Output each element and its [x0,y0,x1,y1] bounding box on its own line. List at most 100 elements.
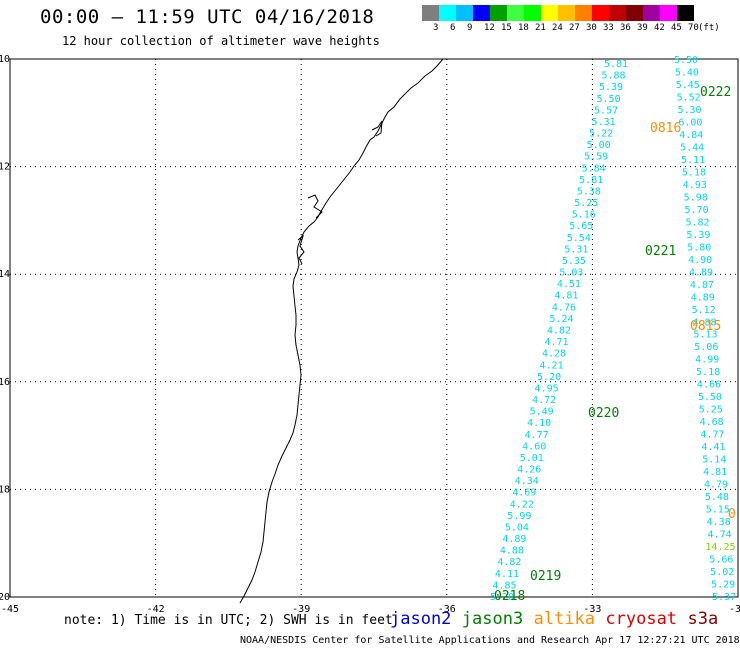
pass-label: 0222 [700,85,731,100]
legend-swatch [456,5,473,21]
track-west-value: 4.11 [495,569,519,580]
pass-label: 0816 [650,121,681,136]
pass-label: 0218 [494,589,525,604]
satellite-legend-cryosat: cryosat [605,609,678,629]
legend-swatch [439,5,456,21]
track-east-value: 5.15 [706,505,730,516]
pass-label: 0 [728,507,736,522]
track-west-value: 5.65 [569,221,593,232]
track-east-value: 5.12 [692,305,716,316]
track-west-value: 5.04 [505,522,529,533]
legend-swatch [677,5,694,21]
track-east-value: 5.29 [711,580,735,591]
legend-swatch [473,5,490,21]
legend-swatch [490,5,507,21]
track-west-value: 4.60 [522,441,546,452]
track-east-value: 5.18 [696,367,720,378]
pass-label: 0220 [588,406,619,421]
track-west-value: 5.99 [507,511,531,522]
track-east-value: 5.14 [702,455,726,466]
track-east-value: 5.70 [685,205,709,216]
legend-swatch [609,5,626,21]
footer-note: note: 1) Time is in UTC; 2) SWH is in fe… [64,613,393,628]
track-west-value: 5.20 [490,592,514,603]
satellite-legend-s3a: s3a [687,609,719,629]
track-west-value: 5.54 [567,233,591,244]
track-east-value: 5.52 [677,92,701,103]
track-east-value: 5.13 [693,330,717,341]
track-west-value: 4.51 [557,279,581,290]
track-east-value: 5.44 [680,142,704,153]
legend-swatch [422,5,439,21]
legend-label: 70 [688,23,699,33]
track-east-value: 4.77 [700,430,724,441]
satellite-legend-altika: altika [533,609,596,629]
track-east-value: 14.25 [705,542,735,553]
track-west-value: 4.81 [554,291,578,302]
legend-label: 6 [450,23,456,33]
legend-label: (ft) [698,23,720,33]
track-east-value: 5.50 [674,55,698,66]
lon-tick-label: -42 [147,604,165,615]
pass-label: 0221 [645,244,676,259]
track-east-value: 5.11 [681,155,705,166]
track-west-value: 4.89 [502,534,526,545]
legend-label: 27 [569,23,580,33]
track-west-value: 4.21 [540,360,564,371]
track-east-value: 5.06 [694,342,718,353]
legend-label: 30 [586,23,597,33]
color-legend-labels: 3 6 9 12 15 18 21 24 27 30 33 36 39 42 45 70 (ft) [422,23,740,35]
track-east-value: 4.88 [693,317,717,328]
track-east-value: 5.25 [699,405,723,416]
track-west-value: 5.81 [579,175,603,186]
track-west-value: 4.72 [532,395,556,406]
track-west-value: 4.34 [515,476,539,487]
track-east-value: 4.90 [688,255,712,266]
track-east-value: 4.99 [695,355,719,366]
lon-tick-label: -39 [292,604,310,615]
legend-label: 36 [620,23,631,33]
legend-label: 9 [467,23,473,33]
track-east-value: 5.18 [682,167,706,178]
track-west-value: 4.28 [542,349,566,360]
track-east-value: 5.45 [676,80,700,91]
track-east-value: 4.68 [700,417,724,428]
track-west-value: 5.31 [592,117,616,128]
legend-swatch [524,5,541,21]
satellite-legend-jason2: jason2 [390,609,452,629]
track-west-value: 5.57 [594,105,618,116]
legend-swatch [507,5,524,21]
lat-tick-label: -12 [0,162,10,173]
legend-label: 39 [637,23,648,33]
pass-label: 0219 [530,569,561,584]
satellite-legend-jason3: jason3 [461,609,524,629]
lat-tick-label: -18 [0,484,10,495]
track-west-value: 5.49 [530,407,554,418]
wave-height-values: 5.815.885.395.505.575.315.225.005.595.84… [490,55,736,604]
legend-swatch [660,5,677,21]
legend-swatch [592,5,609,21]
track-east-value: 5.30 [677,105,701,116]
lat-tick-label: -10 [0,54,10,65]
track-west-value: 5.22 [589,129,613,140]
track-west-value: 5.20 [537,372,561,383]
track-west-value: 5.59 [584,152,608,163]
page-subtitle: 12 hour collection of altimeter wave hei… [62,34,380,48]
map-grid: -45 -42 -39 -36 -33 -30 -10 -12 -14 -16 -18 -20 [0,54,740,615]
legend-label: 15 [501,23,512,33]
page-title: 00:00 – 11:59 UTC 04/16/2018 [40,6,375,28]
track-east-value: 4.38 [707,517,731,528]
track-east-value: 4.41 [701,442,725,453]
track-west-value: 5.88 [601,71,625,82]
track-west-value: 4.26 [517,465,541,476]
track-east-value: 4.89 [691,292,715,303]
lon-tick-label: -45 [1,604,19,615]
legend-label: 45 [671,23,682,33]
track-east-value: 4.93 [683,180,707,191]
track-west-value: 4.77 [525,430,549,441]
track-west-value: 4.69 [512,488,536,499]
legend-label: 42 [654,23,665,33]
track-west-value: 5.31 [564,244,588,255]
track-east-value: 5.40 [675,67,699,78]
track-west-value: 5.38 [577,186,601,197]
